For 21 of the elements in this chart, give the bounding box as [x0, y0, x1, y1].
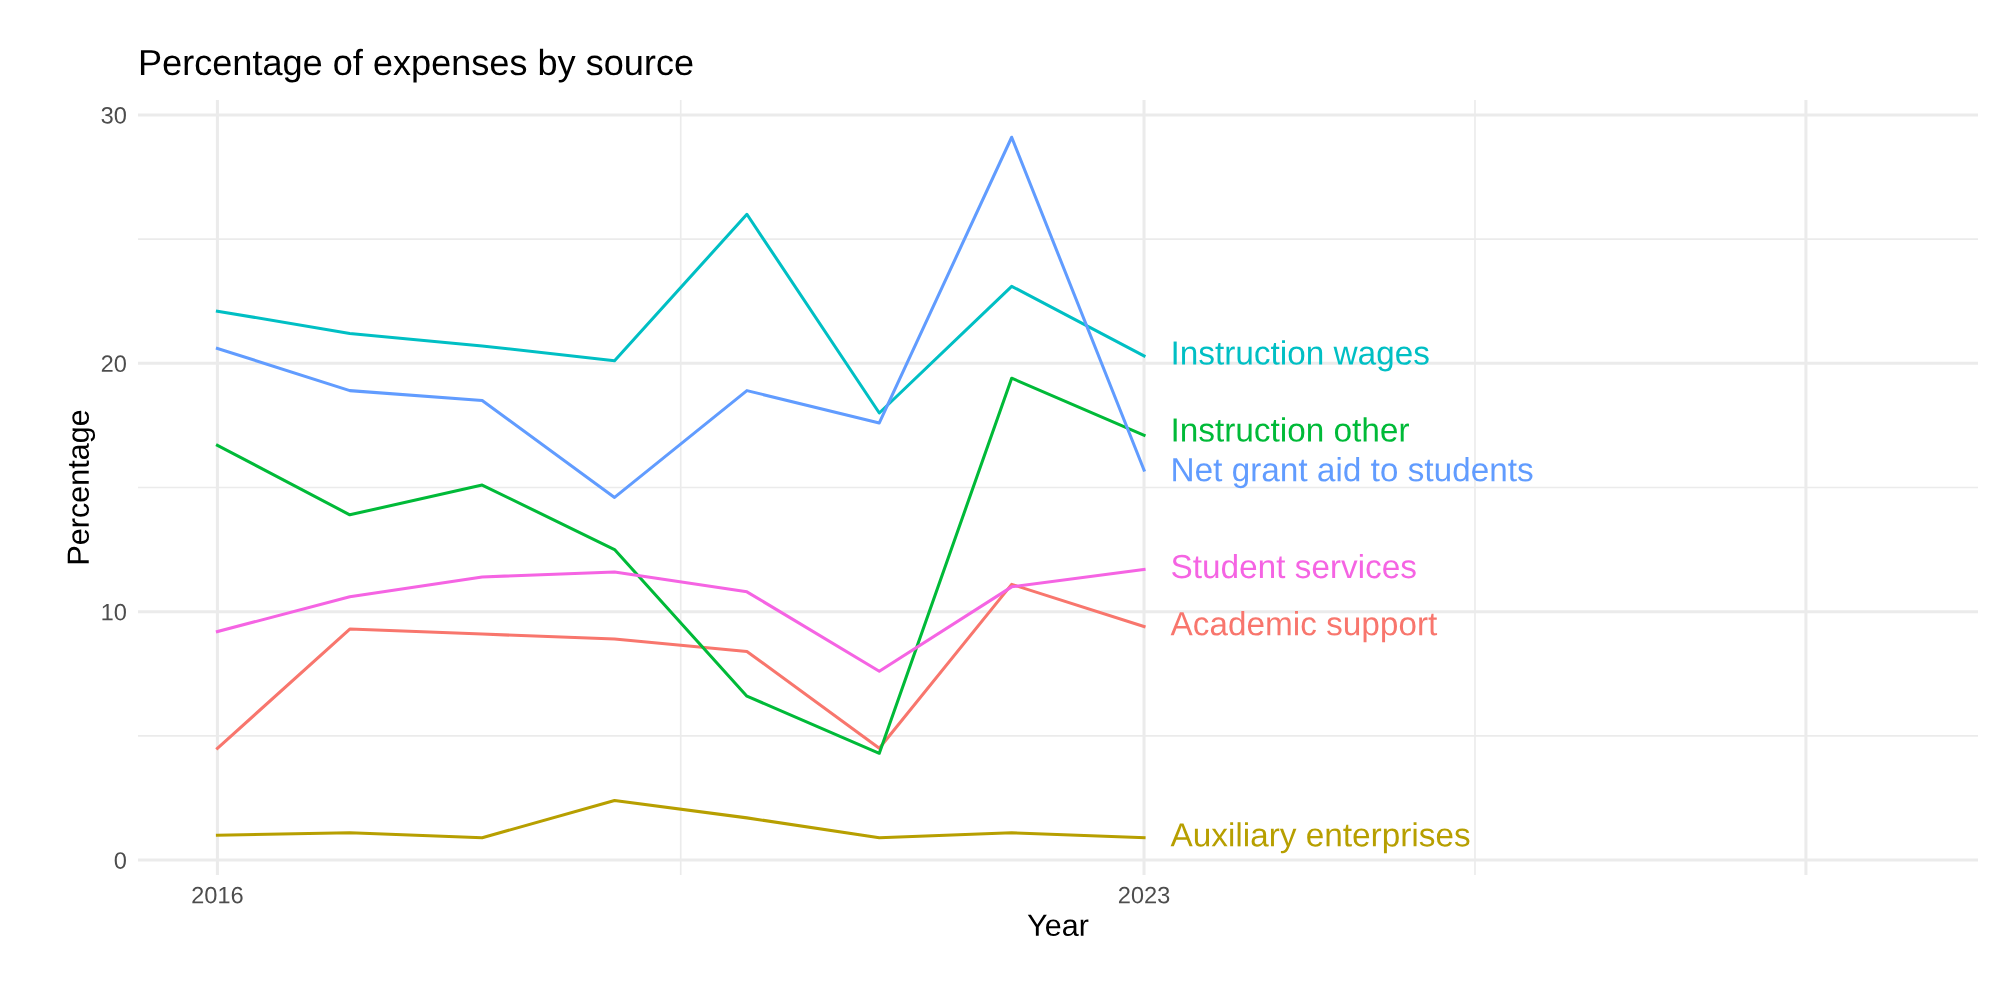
- line-series: [215, 135, 1146, 499]
- line-series: [215, 212, 1146, 415]
- series-label: Net grant aid to students: [1173, 457, 1533, 489]
- line-series: [215, 567, 1146, 673]
- x-tick-label: 2016: [192, 886, 243, 904]
- x-tick-label: 2023: [1118, 886, 1170, 904]
- series-label: Academic support: [1170, 611, 1438, 643]
- line-series: [215, 798, 1146, 840]
- line-series: [215, 376, 1146, 755]
- series-label: Student services: [1172, 553, 1416, 579]
- series-label: Instruction other: [1173, 417, 1409, 442]
- chart-title: Percentage of expenses by source: [140, 48, 693, 83]
- y-tick-label: 0: [114, 852, 126, 869]
- y-tick-label: 10: [102, 603, 126, 621]
- line-series: [215, 582, 1146, 750]
- y-axis-title: Percentage: [67, 410, 96, 564]
- y-tick-label: 20: [101, 355, 126, 373]
- x-axis-title: Year: [1027, 914, 1089, 937]
- y-tick-label: 30: [101, 106, 126, 124]
- series-label: Auxiliary enterprises: [1170, 822, 1470, 854]
- series-label: Instruction wages: [1173, 340, 1429, 372]
